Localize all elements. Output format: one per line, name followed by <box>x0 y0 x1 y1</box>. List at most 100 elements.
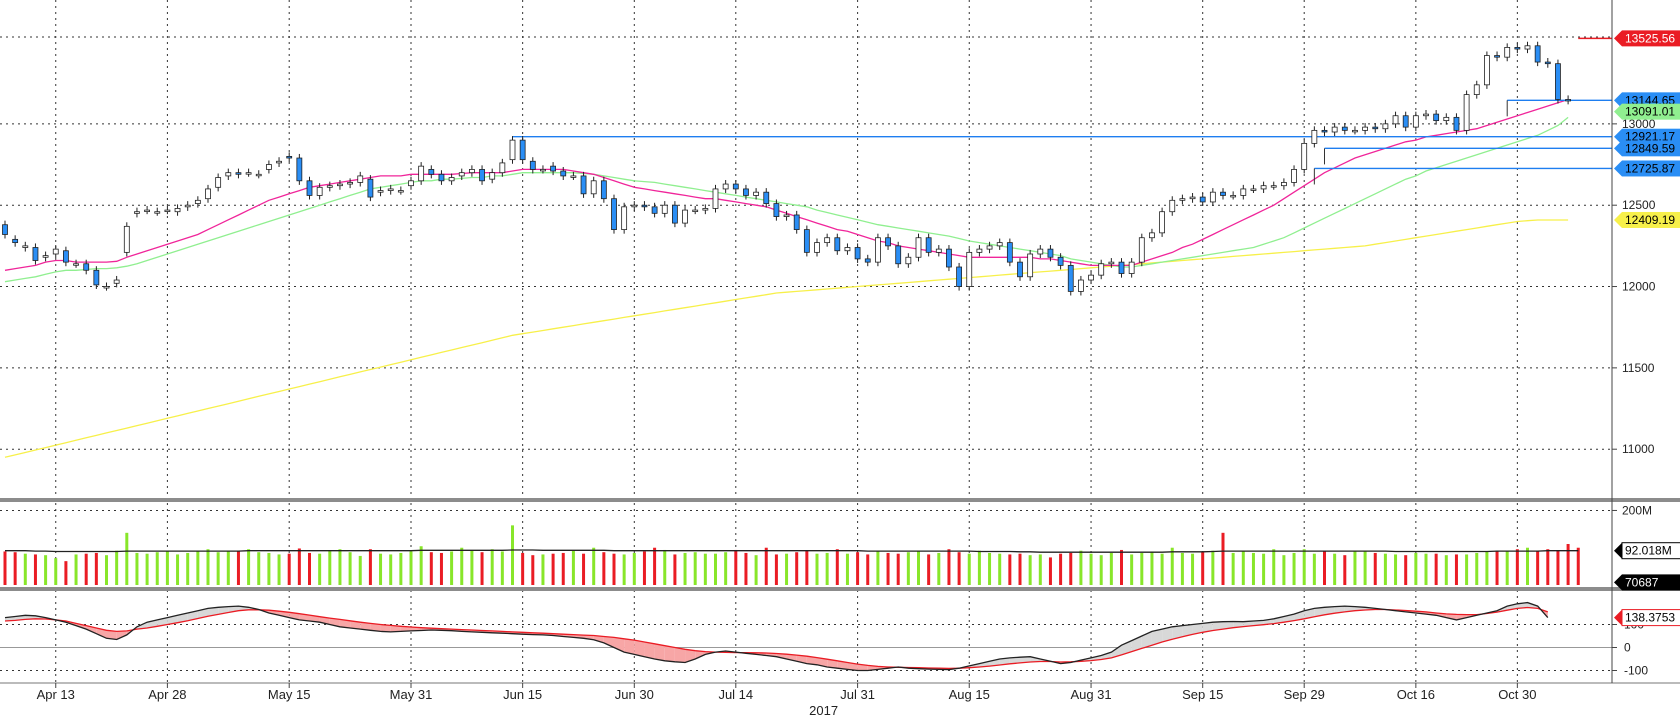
x-tick-label: May 31 <box>390 687 433 702</box>
price-tag-bg <box>1622 103 1680 120</box>
candle-body <box>134 211 140 214</box>
volume-bar <box>1323 550 1326 585</box>
candle-body <box>184 204 191 208</box>
volume-bar <box>927 554 931 585</box>
macd-fill <box>1243 621 1254 627</box>
candle <box>1321 126 1328 137</box>
volume-bar <box>582 553 586 585</box>
volume-bar <box>54 558 58 585</box>
candle-body <box>1372 126 1379 130</box>
candle-body <box>448 177 455 182</box>
candle-body <box>1291 169 1297 183</box>
candle <box>458 168 465 180</box>
candle-body <box>387 188 394 191</box>
candle-body <box>103 286 110 289</box>
volume-bar <box>815 553 819 585</box>
candle <box>499 158 506 177</box>
macd-fill <box>106 630 117 640</box>
candle <box>1362 123 1368 135</box>
volume-bar <box>450 551 454 585</box>
candle <box>438 170 445 185</box>
macd-fill <box>634 640 645 657</box>
volume-bar <box>1048 557 1052 585</box>
candle-body <box>123 225 130 253</box>
price-tag: 13525.56 <box>1614 30 1680 47</box>
candle <box>935 245 942 257</box>
macd-fill <box>1212 621 1223 631</box>
volume-bar <box>876 551 880 585</box>
candle-body <box>1230 195 1237 198</box>
candle <box>1017 258 1023 281</box>
candle-body <box>22 245 29 248</box>
volume-bar <box>673 554 677 585</box>
volume-bar <box>1150 551 1154 585</box>
candle <box>885 233 891 250</box>
volume-bar <box>612 553 616 585</box>
candle <box>824 233 831 247</box>
candle <box>590 176 597 198</box>
candle <box>1443 113 1450 125</box>
candle <box>408 176 414 190</box>
volume-bar <box>1485 551 1489 585</box>
candle-body <box>864 258 871 263</box>
candle <box>1555 59 1561 104</box>
price-tag-arrow <box>1614 92 1622 109</box>
volume-bar <box>1363 550 1367 585</box>
candle-body <box>1159 211 1165 234</box>
candle-body <box>1220 191 1226 196</box>
macd-fill <box>96 627 107 639</box>
candle <box>1199 193 1206 207</box>
volume-bar <box>1079 550 1083 585</box>
candle-body <box>1047 248 1054 258</box>
candle <box>194 196 201 208</box>
volume-bar <box>297 548 301 585</box>
candle-body <box>32 247 39 261</box>
candle-body <box>2 224 8 235</box>
candle <box>540 165 546 174</box>
candle-body <box>276 160 282 164</box>
candle-body <box>205 188 211 200</box>
candle-body <box>519 139 526 161</box>
candle <box>1230 191 1237 200</box>
candle-body <box>42 255 49 258</box>
macd-fill <box>380 624 391 632</box>
candle-body <box>113 279 120 284</box>
candle-body <box>732 183 739 190</box>
macd-fill <box>1020 656 1031 663</box>
volume-bar <box>1383 553 1387 585</box>
candle-body <box>1544 61 1551 65</box>
volume-bar <box>1465 554 1469 585</box>
macd-fill <box>208 607 219 617</box>
volume-bar <box>896 553 900 585</box>
macd-panel <box>4 601 1549 672</box>
macd-tag-label: 138.3753 <box>1625 611 1675 625</box>
candle-body <box>418 165 425 182</box>
y-tick-label: 12500 <box>1622 198 1656 212</box>
volume-bar <box>470 550 474 585</box>
volume-bar <box>531 555 535 585</box>
candle <box>1412 111 1419 132</box>
candle <box>864 254 871 267</box>
macd-fill <box>177 613 188 623</box>
volume-bar <box>1424 553 1428 585</box>
volume-bar <box>247 549 251 585</box>
volume-bar <box>74 554 78 585</box>
x-tick-label: Jun 30 <box>615 687 654 702</box>
candle-body <box>1362 126 1368 131</box>
candle <box>448 173 455 185</box>
x-tick-label: May 15 <box>268 687 311 702</box>
candle-body <box>479 169 485 182</box>
candle <box>682 206 688 228</box>
volume-bar <box>328 550 332 585</box>
candle-body <box>1179 198 1186 201</box>
candle-body <box>1098 263 1105 276</box>
candle-body <box>844 247 851 252</box>
candle-body <box>1199 196 1206 203</box>
candle <box>905 253 912 268</box>
candle-body <box>550 165 556 172</box>
candle-body <box>1128 261 1135 274</box>
candle <box>1098 259 1105 280</box>
volume-bar <box>1292 552 1296 585</box>
candle <box>1544 57 1551 68</box>
